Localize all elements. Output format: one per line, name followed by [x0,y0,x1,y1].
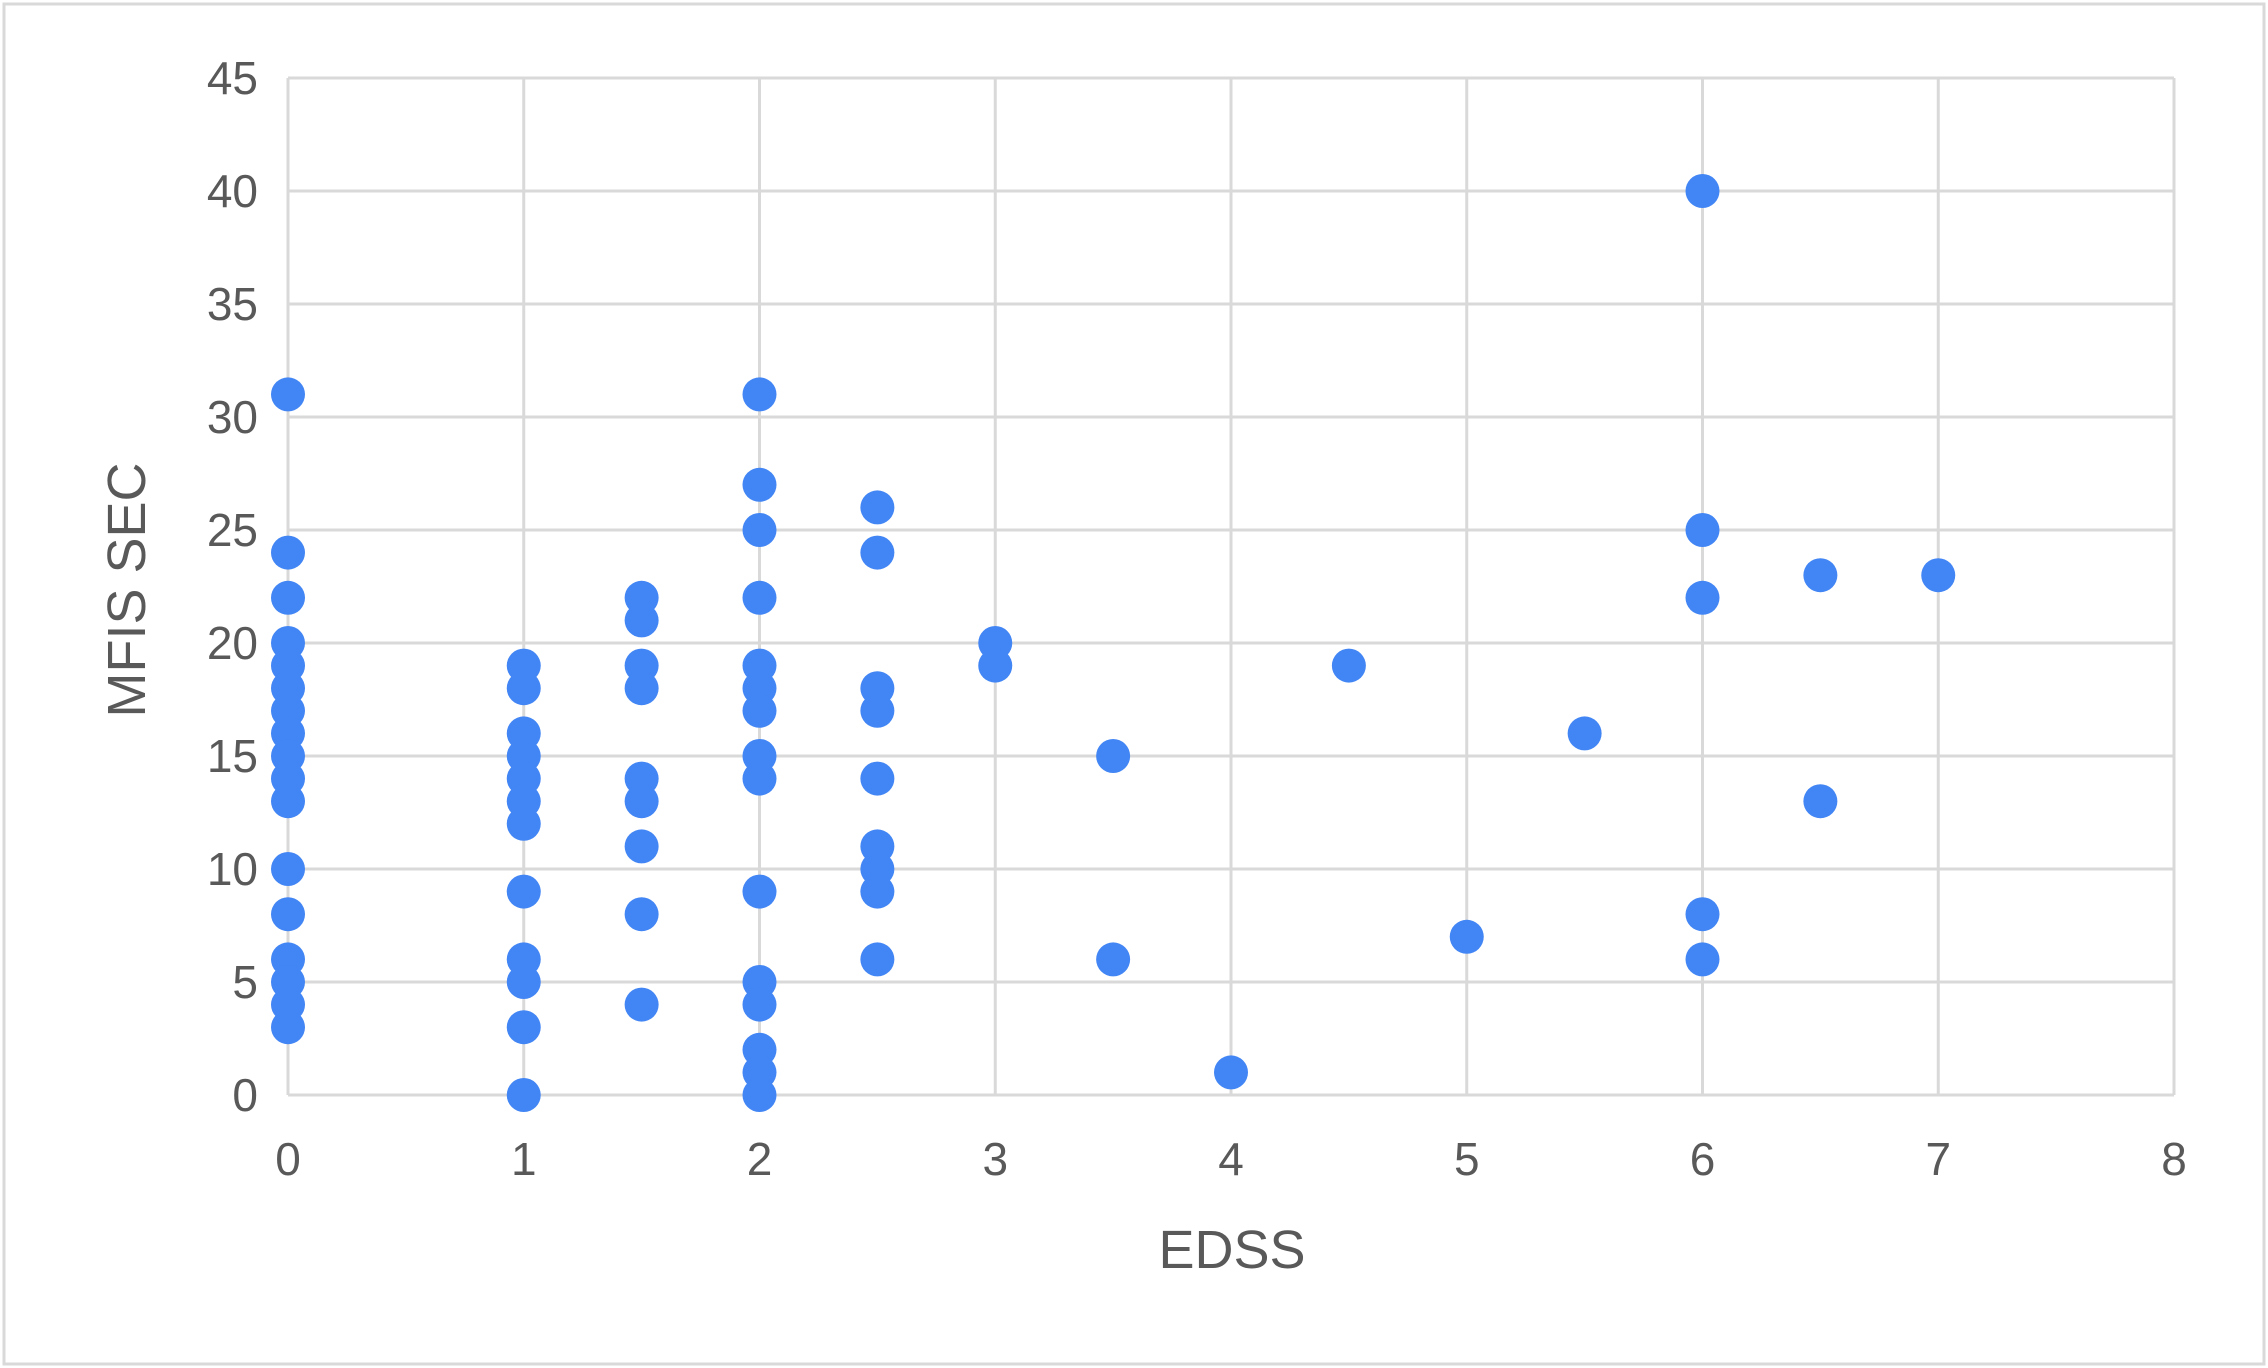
data-point-0-38 [742,377,777,412]
data-point-0-64 [1096,739,1131,773]
y-tick-label-5: 5 [232,956,258,1008]
data-point-0-75 [1803,558,1838,593]
x-tick-label-3: 3 [982,1133,1008,1185]
data-point-0-70 [1685,174,1720,208]
x-tick-label-6: 6 [1690,1133,1716,1185]
x-tick-label-7: 7 [1925,1133,1951,1185]
data-point-0-61 [860,942,895,977]
data-point-0-53 [860,490,895,525]
y-tick-label-0: 0 [232,1069,258,1121]
data-point-0-0 [271,377,305,412]
data-point-0-28 [506,1078,541,1112]
data-points [271,174,1956,1112]
data-point-0-23 [506,806,541,841]
data-point-0-46 [742,761,777,796]
y-tick-label-35: 35 [207,278,258,330]
data-point-0-1 [271,535,305,570]
data-point-0-60 [860,874,895,909]
data-point-0-34 [624,784,659,819]
data-point-0-63 [978,648,1013,683]
data-point-0-36 [624,897,659,932]
y-axis-title: MFIS SEC [97,462,157,717]
data-point-0-77 [1921,558,1956,593]
data-point-0-37 [624,987,659,1022]
data-point-0-40 [742,513,777,547]
data-point-0-72 [1685,580,1720,615]
y-tick-label-40: 40 [207,165,258,217]
x-tick-label-2: 2 [747,1133,773,1185]
y-tick-label-45: 45 [207,52,258,104]
y-tick-label-15: 15 [207,730,258,782]
data-point-0-68 [1449,919,1484,954]
data-point-0-66 [1214,1055,1248,1090]
data-point-0-67 [1331,648,1366,683]
data-point-0-65 [1096,942,1131,977]
data-point-0-32 [624,671,659,706]
x-tick-label-8: 8 [2161,1133,2187,1185]
data-point-0-41 [742,580,777,615]
data-point-0-52 [742,1078,777,1112]
data-point-0-24 [506,874,541,909]
data-point-0-18 [506,671,541,706]
data-point-0-44 [742,693,777,728]
data-point-0-57 [860,761,895,796]
y-tick-label-10: 10 [207,843,258,895]
data-point-0-56 [860,693,895,728]
data-point-0-30 [624,603,659,638]
data-point-0-11 [271,852,305,886]
data-point-0-73 [1685,897,1720,932]
data-point-0-69 [1567,716,1602,751]
x-tick-label-1: 1 [511,1133,537,1185]
data-point-0-71 [1685,513,1720,547]
data-point-0-2 [271,580,305,615]
x-axis-title: EDSS [1158,1220,1305,1280]
data-point-0-54 [860,535,895,570]
y-tick-label-30: 30 [207,391,258,443]
data-point-0-49 [742,987,777,1022]
data-point-0-26 [506,965,541,999]
x-tick-label-0: 0 [275,1133,301,1185]
x-tick-label-5: 5 [1454,1133,1480,1185]
data-point-0-16 [271,1010,305,1045]
y-tick-label-20: 20 [207,617,258,669]
data-point-0-47 [742,874,777,909]
data-point-0-74 [1685,942,1720,977]
data-point-0-27 [506,1010,541,1045]
x-tick-label-4: 4 [1218,1133,1244,1185]
data-point-0-76 [1803,784,1838,819]
y-tick-label-25: 25 [207,504,258,556]
data-point-0-10 [271,784,305,819]
data-point-0-35 [624,829,659,864]
data-point-0-12 [271,897,305,932]
data-point-0-39 [742,467,777,502]
